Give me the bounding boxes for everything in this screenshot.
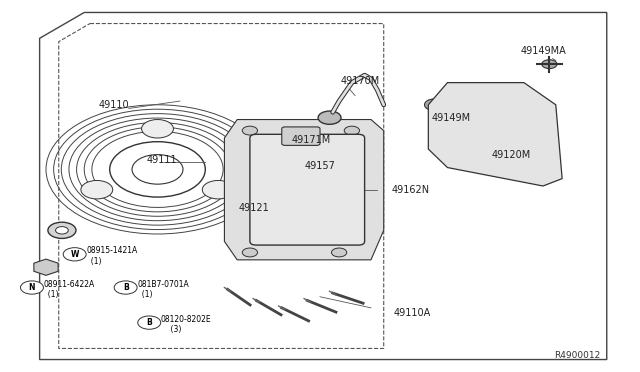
Circle shape: [56, 227, 68, 234]
Text: W: W: [70, 250, 79, 259]
Circle shape: [541, 60, 557, 68]
Text: 49110: 49110: [99, 100, 129, 110]
Text: B: B: [147, 318, 152, 327]
Circle shape: [455, 124, 491, 145]
Text: 08120-8202E
    (3): 08120-8202E (3): [161, 315, 211, 334]
Text: 49149MA: 49149MA: [521, 46, 566, 56]
Circle shape: [141, 119, 173, 138]
Circle shape: [243, 248, 257, 257]
Text: 49162N: 49162N: [392, 185, 429, 195]
Text: 08911-6422A
  (1): 08911-6422A (1): [44, 280, 95, 299]
Circle shape: [20, 281, 44, 294]
Text: B: B: [123, 283, 129, 292]
Circle shape: [344, 126, 360, 135]
Circle shape: [332, 248, 347, 257]
Text: 49110A: 49110A: [394, 308, 431, 318]
FancyBboxPatch shape: [250, 134, 365, 245]
Circle shape: [48, 222, 76, 238]
Text: 49120M: 49120M: [492, 150, 531, 160]
Circle shape: [243, 126, 257, 135]
Circle shape: [114, 281, 137, 294]
Text: 49171M: 49171M: [291, 135, 331, 145]
Text: R4900012: R4900012: [554, 350, 600, 359]
Circle shape: [272, 169, 342, 210]
Text: 49121: 49121: [239, 203, 269, 213]
Polygon shape: [34, 259, 58, 275]
Text: 08915-1421A
  (1): 08915-1421A (1): [86, 247, 138, 266]
Polygon shape: [225, 119, 384, 260]
Text: 081B7-0701A
  (1): 081B7-0701A (1): [137, 280, 189, 299]
Text: 49111: 49111: [147, 155, 177, 165]
Text: 49157: 49157: [304, 161, 335, 171]
Circle shape: [202, 180, 234, 199]
Text: N: N: [29, 283, 35, 292]
Circle shape: [513, 106, 536, 119]
Circle shape: [63, 248, 86, 261]
Circle shape: [138, 316, 161, 329]
Text: 49149M: 49149M: [431, 113, 470, 123]
Circle shape: [534, 158, 552, 169]
Circle shape: [318, 111, 341, 124]
Text: 49170M: 49170M: [340, 76, 380, 86]
Circle shape: [424, 99, 445, 111]
FancyBboxPatch shape: [282, 127, 320, 145]
Polygon shape: [428, 83, 562, 186]
Circle shape: [81, 180, 113, 199]
